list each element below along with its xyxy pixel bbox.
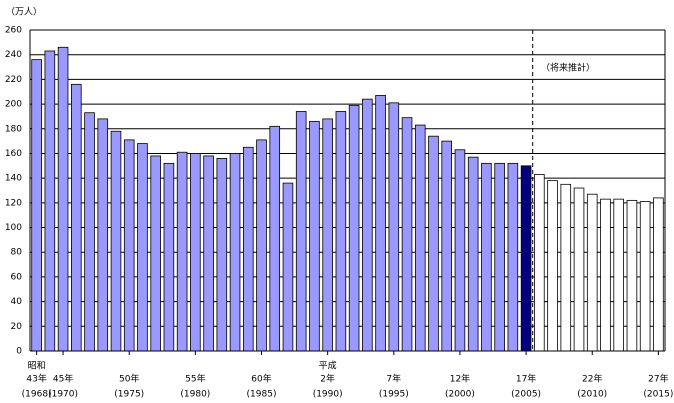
bar: [547, 180, 558, 352]
bar: [97, 118, 109, 352]
x-tick-label: 7年: [386, 373, 401, 385]
x-tick-year: (1975): [114, 390, 144, 400]
bar: [309, 120, 320, 352]
x-tick-label: 50年: [119, 373, 139, 385]
x-tick-year: (2005): [511, 390, 541, 400]
bar: [454, 149, 466, 352]
bar: [573, 187, 585, 352]
bar: [216, 157, 228, 352]
bar: [163, 162, 175, 352]
y-tick-label: 120: [5, 198, 22, 208]
bar: [414, 124, 426, 352]
bar: [626, 199, 638, 352]
y-tick-label: 140: [5, 174, 22, 184]
bar: [613, 198, 624, 352]
bar: [123, 139, 135, 352]
y-tick-label: 160: [5, 149, 22, 159]
bar: [44, 50, 56, 352]
y-tick-label: 60: [11, 272, 23, 282]
x-tick-year: (1970): [48, 390, 78, 400]
bar: [150, 155, 161, 352]
bar: [653, 197, 664, 352]
bar: [388, 102, 400, 352]
bar: [84, 112, 95, 352]
annotation: （将来推計）: [541, 62, 595, 74]
x-tick-label: 55年: [185, 373, 205, 385]
y-tick-label: 180: [5, 124, 22, 134]
x-era-label: 平成: [319, 360, 337, 372]
x-tick-label: 60年: [251, 373, 271, 385]
y-tick-label: 200: [5, 100, 22, 110]
x-tick-label: 43年: [26, 373, 46, 385]
x-tick-year: (2015): [643, 390, 673, 400]
bar: [428, 135, 439, 352]
bar: [481, 162, 492, 352]
y-tick-label: 20: [11, 322, 23, 332]
x-tick-year: (1985): [247, 390, 277, 400]
bar: [110, 130, 122, 352]
y-tick-label: 80: [11, 248, 23, 258]
x-tick-year: (1968): [22, 390, 52, 400]
x-tick-label: 17年: [516, 373, 536, 385]
x-tick-label: 27年: [648, 373, 668, 385]
y-tick-label: 100: [5, 223, 22, 233]
y-tick-label: 260: [5, 26, 22, 36]
bar: [534, 174, 545, 352]
bar: [256, 139, 267, 352]
bar: [190, 153, 201, 352]
bar: [295, 111, 307, 352]
bar: [362, 98, 373, 352]
x-tick-label: 2年: [320, 373, 335, 385]
bar: [520, 165, 532, 352]
bar: [322, 118, 333, 352]
y-tick-label: 40: [11, 297, 23, 307]
x-tick-year: (1995): [379, 390, 409, 400]
bar: [176, 151, 188, 352]
x-tick-year: (2010): [577, 390, 607, 400]
x-era-label: 昭和: [28, 361, 46, 372]
bar: [586, 193, 598, 352]
bar: [639, 201, 651, 352]
bar: [348, 104, 360, 352]
bar: [242, 146, 254, 352]
bar: [57, 46, 69, 352]
x-tick-label: 45年: [53, 373, 73, 385]
x-tick-label: 12年: [450, 373, 470, 385]
x-tick-year: (1990): [313, 390, 343, 400]
bar: [137, 143, 148, 352]
y-tick-label: 220: [5, 75, 22, 85]
bar: [282, 182, 294, 352]
bar: [507, 162, 519, 352]
y-tick-label: 240: [5, 50, 22, 60]
y-tick-label: 0: [16, 347, 22, 357]
bar: [467, 156, 479, 352]
bar: [494, 162, 505, 352]
bar: [31, 59, 42, 352]
bar: [71, 83, 82, 352]
x-tick-year: (2000): [445, 390, 475, 400]
bar: [335, 111, 347, 352]
bar: [229, 153, 241, 352]
bar: [441, 140, 453, 352]
bar: [269, 125, 281, 352]
x-tick-label: 22年: [582, 373, 602, 385]
bar: [401, 117, 413, 352]
bar: [600, 198, 611, 352]
bar: [203, 155, 214, 352]
y-axis-label: （万人）: [6, 7, 42, 18]
bar: [560, 183, 572, 352]
bar: [375, 95, 386, 352]
x-tick-year: (1980): [180, 390, 210, 400]
